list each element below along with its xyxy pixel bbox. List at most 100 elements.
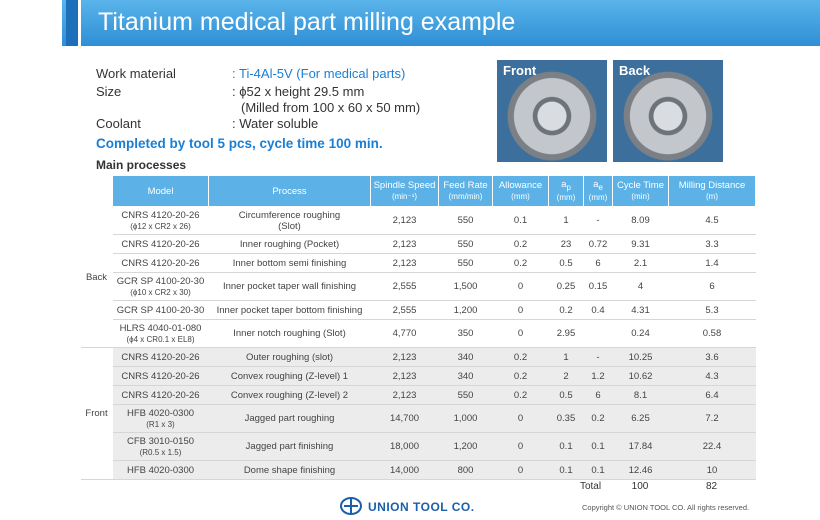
value-cell: 10.25 xyxy=(612,347,669,367)
value-cell: 4 xyxy=(612,272,669,301)
model-cell: CNRS 4120-20-26 xyxy=(112,253,209,273)
value-cell: 0 xyxy=(492,460,549,480)
value-cell: 17.84 xyxy=(612,432,669,461)
header-text: a xyxy=(593,178,599,190)
process-line: Inner notch roughing (Slot) xyxy=(233,328,346,339)
value-cell: - xyxy=(583,206,613,235)
spec-label: Work material xyxy=(96,66,176,81)
process-line: Jagged part roughing xyxy=(244,413,335,424)
process-line: Convex roughing (Z-level) 1 xyxy=(230,370,349,382)
value-cell: 550 xyxy=(438,234,493,254)
title: Titanium medical part milling example xyxy=(98,8,516,36)
header-unit: (mm/min) xyxy=(448,192,483,201)
spec-line: (Milled from 100 x 60 x 50 mm) xyxy=(241,100,421,115)
value-cell: 0.1 xyxy=(492,206,549,235)
header-unit: (mm) xyxy=(556,193,576,203)
value-cell: 2,555 xyxy=(370,300,439,320)
table-row: Back CNRS 4120-20-26 (ϕ12 x CR2 x 26) Circu… xyxy=(80,206,756,348)
spec-value: : Water soluble xyxy=(232,116,318,132)
process-line: Jagged part finishing xyxy=(245,441,334,452)
model-line: CNRS 4120-20-26 xyxy=(121,351,200,363)
spec-line: : ϕ52 x height 29.5 mm xyxy=(232,84,365,99)
value-cell: 550 xyxy=(438,385,493,405)
value-cell: 0.35 xyxy=(548,404,584,433)
value-cell: 0.15 xyxy=(583,272,613,301)
header-text: Allowance xyxy=(498,180,543,191)
value-cell: 14,700 xyxy=(370,404,439,433)
section-title: Main processes xyxy=(96,158,187,172)
model-line: CNRS 4120-20-26 xyxy=(121,370,200,382)
header-cell: ap (mm) xyxy=(548,175,584,207)
value-cell: 0.4 xyxy=(583,300,613,320)
header-text: Cycle Time xyxy=(617,180,664,191)
process-line: Circumference roughing xyxy=(238,209,341,221)
value-cell: 7.2 xyxy=(668,404,756,433)
header-text: Milling Distance xyxy=(678,180,746,191)
value-cell: 9.31 xyxy=(612,234,669,254)
model-line: CNRS 4120-20-26 xyxy=(121,238,200,250)
model-cell: CNRS 4120-20-26 xyxy=(112,234,209,254)
value-cell: 3.3 xyxy=(668,234,756,254)
header-cell: Process xyxy=(208,175,371,207)
process-cell: Outer roughing (slot) xyxy=(208,347,371,367)
value-cell: 2,123 xyxy=(370,234,439,254)
total-time: 100 xyxy=(631,481,649,492)
process-line: (Slot) xyxy=(278,220,301,232)
value-cell: 8.09 xyxy=(612,206,669,235)
value-cell: 0.5 xyxy=(548,385,584,405)
value-cell: 14,000 xyxy=(370,460,439,480)
header-cell: Milling Distance (m) xyxy=(668,175,756,207)
copyright: Copyright © UNION TOOL CO. All rights re… xyxy=(582,503,750,512)
header-unit: (mm) xyxy=(511,192,530,201)
value-cell: 0.2 xyxy=(583,404,613,433)
table-row: CFB 3010-0150 (R0.5 x 1.5) Jagged part fin… xyxy=(81,432,756,461)
value-cell: 4,770 xyxy=(370,319,439,348)
value-cell: 340 xyxy=(438,366,493,386)
header-cell: Feed Rate (mm/min) xyxy=(438,175,493,207)
value-cell: 0.2 xyxy=(492,234,549,254)
table-row: CNRS 4120-20-26 Convex roughing (Z-level)… xyxy=(81,366,756,386)
model-line: (ϕ4 x CR0.1 x EL8) xyxy=(126,334,195,344)
value-cell: 0.2 xyxy=(492,385,549,405)
value-cell: 1 xyxy=(548,206,584,235)
model-cell: CNRS 4120-20-26 xyxy=(112,347,209,367)
process-cell: Inner bottom semi finishing xyxy=(208,253,371,273)
value-cell: 0.1 xyxy=(583,460,613,480)
process-cell: Circumference roughing (Slot) xyxy=(208,206,371,235)
value-cell: 0.1 xyxy=(548,432,584,461)
value-cell: 1.4 xyxy=(668,253,756,273)
value-cell: 6 xyxy=(583,253,613,273)
model-cell: HFB 4020-0300 (R1 x 3) xyxy=(112,404,209,433)
model-line: GCR SP 4100-20-30 xyxy=(116,304,205,316)
process-cell: Inner roughing (Pocket) xyxy=(208,234,371,254)
group-label: Front xyxy=(80,347,113,480)
value-cell: 800 xyxy=(438,460,493,480)
process-cell: Convex roughing (Z-level) 2 xyxy=(208,385,371,405)
summary: Completed by tool 5 pcs, cycle time 100 … xyxy=(96,136,383,151)
header-sub: p xyxy=(566,182,571,192)
header-text: Process xyxy=(272,185,307,197)
value-cell: 0.1 xyxy=(548,460,584,480)
process-cell: Jagged part finishing xyxy=(208,432,371,461)
value-cell: 4.5 xyxy=(668,206,756,235)
title-bar xyxy=(62,0,820,46)
table-row: GCR SP 4100-20-30 (ϕ10 x CR2 x 30) Inner p… xyxy=(81,272,756,301)
value-cell: 0 xyxy=(492,404,549,433)
value-cell: 0 xyxy=(492,319,549,348)
model-cell: CNRS 4120-20-26 xyxy=(112,385,209,405)
value-cell: 18,000 xyxy=(370,432,439,461)
table-row: CNRS 4120-20-26 Inner bottom semi finishi… xyxy=(81,253,756,273)
value-cell: 2,123 xyxy=(370,253,439,273)
process-cell: Inner notch roughing (Slot) xyxy=(208,319,371,348)
value-cell: 6.4 xyxy=(668,385,756,405)
model-cell: CNRS 4120-20-26 (ϕ12 x CR2 x 26) xyxy=(112,206,209,235)
value-cell: 5.3 xyxy=(668,300,756,320)
header-corner xyxy=(80,175,113,207)
model-line: (ϕ10 x CR2 x 30) xyxy=(130,287,191,297)
total-label: Total xyxy=(579,481,602,492)
header-cell: Spindle Speed (min⁻¹) xyxy=(370,175,439,207)
value-cell: 0.2 xyxy=(492,347,549,367)
process-line: Dome shape finishing xyxy=(243,464,336,476)
value-cell: 2,555 xyxy=(370,272,439,301)
